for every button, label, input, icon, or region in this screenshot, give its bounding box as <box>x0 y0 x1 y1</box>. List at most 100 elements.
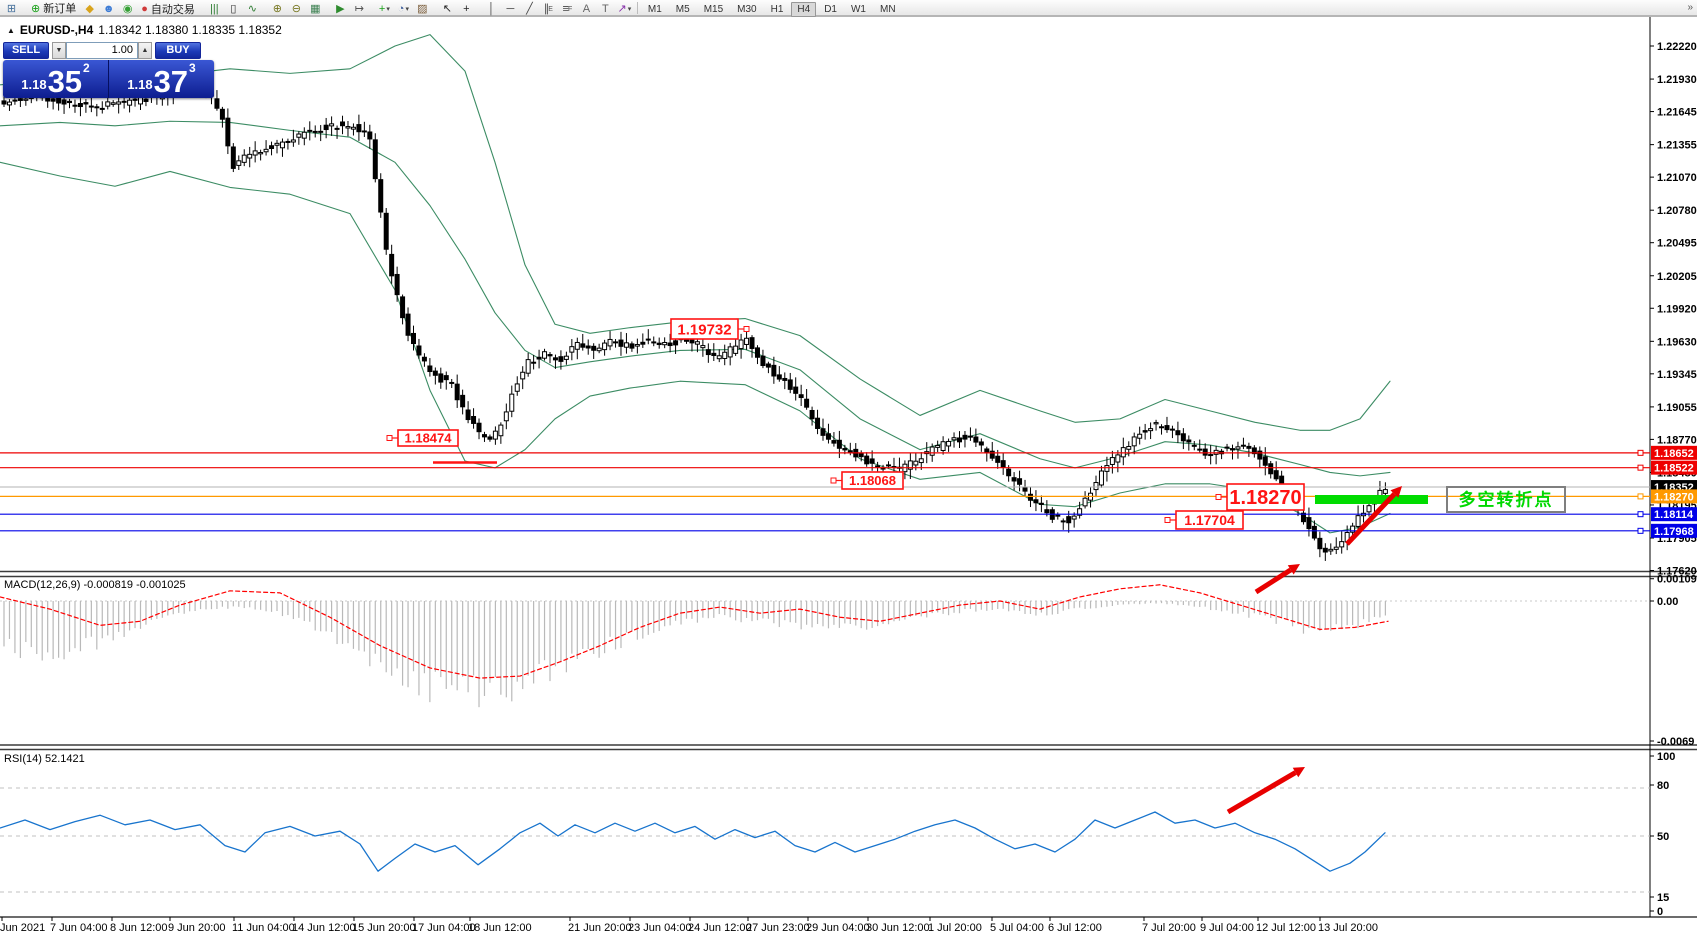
level-anchor <box>1637 449 1644 456</box>
chart-symbol-icon: ▲ <box>7 25 15 35</box>
auto-scroll-icon[interactable]: ▶ <box>332 2 349 16</box>
arrows-icon-dropdown[interactable]: ▾ <box>627 5 632 13</box>
candlestick-mode-icon: ▯ <box>230 2 237 15</box>
text-icon: A <box>582 2 591 15</box>
time-axis-label: 5 Jul 04:00 <box>990 922 1044 934</box>
horizontal-line-icon: ─ <box>506 2 515 15</box>
rsi-axis-label: 0 <box>1657 906 1663 918</box>
periods-icon-dropdown[interactable]: ▾ <box>405 5 409 13</box>
macd-axis-label: 0.00 <box>1657 596 1678 608</box>
lot-size-field[interactable]: 1.00 <box>66 41 138 59</box>
buy-button[interactable]: BUY <box>155 41 201 59</box>
bollinger-lower-band <box>0 161 1391 534</box>
time-axis-label: 6 Jul 12:00 <box>1048 922 1102 934</box>
zoom-in-icon: ⊕ <box>272 2 282 15</box>
price-axis-label: 1.21645 <box>1657 107 1697 119</box>
cursor-icon[interactable]: ↖ <box>439 2 456 16</box>
periods-icon[interactable]: ◔ ▾ <box>395 2 412 16</box>
price-tag-object[interactable]: 1.17704 <box>1164 510 1244 530</box>
price-tag-object[interactable]: 1.19732 <box>670 318 750 340</box>
price-axis-label: 1.20205 <box>1657 271 1697 283</box>
lot-decrease-button[interactable]: ▼ <box>52 41 66 59</box>
candlestick-mode-icon[interactable]: ▯ <box>225 2 242 16</box>
mql-market-icon[interactable]: ◆ <box>81 2 98 16</box>
line-chart-mode-icon: ∿ <box>247 2 257 15</box>
price-tag-object[interactable]: 1.18270 <box>1215 483 1305 511</box>
crosshair-icon[interactable]: + <box>458 2 475 16</box>
trend-arrow[interactable] <box>1226 767 1305 815</box>
price-tag-text: 1.19732 <box>677 321 731 338</box>
macd-axis-label: 0.001097 <box>1657 574 1697 586</box>
lot-increase-button[interactable]: ▲ <box>138 41 152 59</box>
trendline-icon[interactable]: ╱ <box>521 2 538 16</box>
price-axis-label: 1.19055 <box>1657 402 1697 414</box>
pivot-label-box[interactable]: 多空转折点 <box>1446 486 1566 513</box>
zoom-out-icon[interactable]: ⊖ <box>288 2 305 16</box>
level-anchor <box>1637 527 1644 534</box>
new-order-button[interactable]: ⊕ 新订单 <box>27 1 80 16</box>
rsi-axis-label: 50 <box>1657 831 1669 843</box>
macd-indicator-label: MACD(12,26,9) -0.000819 -0.001025 <box>4 579 186 591</box>
channel-icon: ∥ <box>543 2 550 15</box>
autotrading-button[interactable]: ● 自动交易 <box>137 2 199 16</box>
price-tag-label: 1.18114 <box>1654 509 1694 521</box>
time-axis-label: 9 Jul 04:00 <box>1200 922 1254 934</box>
price-tag-text: 1.17704 <box>1184 512 1235 528</box>
sell-button[interactable]: SELL <box>3 41 49 59</box>
price-axis-label: 1.19345 <box>1657 369 1697 381</box>
signals-icon[interactable]: ◉ <box>119 2 136 16</box>
fibonacci-icon[interactable]: ≡ F <box>559 2 576 16</box>
rsi-line <box>0 811 1386 872</box>
horizontal-line-icon[interactable]: ─ <box>502 2 519 16</box>
text-label-icon[interactable]: T <box>597 2 614 16</box>
timeframe-h1[interactable]: H1 <box>770 3 784 15</box>
bar-chart-mode-icon: ||| <box>210 2 219 15</box>
tile-windows-icon[interactable]: ▦ <box>307 2 324 16</box>
timeframe-h4[interactable]: H4 <box>791 1 817 17</box>
timeframe-m5[interactable]: M5 <box>675 3 690 15</box>
pivot-highlight-bar[interactable] <box>1315 495 1428 504</box>
zoom-in-icon[interactable]: ⊕ <box>269 2 286 16</box>
price-tag-text: 1.18068 <box>849 473 896 488</box>
price-tag-label: 1.18652 <box>1654 448 1694 460</box>
price-tag-label: 1.18270 <box>1654 491 1694 503</box>
price-tag-1.18522 <box>1651 460 1697 475</box>
toolbar-icons: ⊞ ⊕ 新订单 ◆ ☻ ◉ ● 自动交易 ||| ▯ ∿ ⊕ ⊖ ▦ ▶ ↦ + ▾ ◔ ▾ ▨ ↖ + │ ─ ╱ ∥ E ≡ F A T ↗… <box>2 0 634 17</box>
one-click-trading-panel: SELL ▼ 1.00 ▲ BUY 1.18 35 2 1.18 37 3 <box>3 41 214 98</box>
toolbar-overflow-icon[interactable]: » <box>1687 2 1693 13</box>
timeframe-m15[interactable]: M15 <box>703 3 724 15</box>
trend-arrow[interactable] <box>1254 564 1300 595</box>
bar-chart-mode-icon[interactable]: ||| <box>206 2 223 16</box>
new-chart-icon[interactable]: ⊞ <box>3 2 20 16</box>
indicators-icon-dropdown[interactable]: ▾ <box>386 5 390 13</box>
time-axis-label: 29 Jun 04:00 <box>806 922 870 934</box>
price-tag-object[interactable]: 1.18068 <box>830 471 904 490</box>
crosshair-icon: + <box>463 2 470 15</box>
text-icon[interactable]: A <box>578 2 595 16</box>
vertical-line-icon[interactable]: │ <box>483 2 500 16</box>
toolbar: ⊞ ⊕ 新订单 ◆ ☻ ◉ ● 自动交易 ||| ▯ ∿ ⊕ ⊖ ▦ ▶ ↦ + ▾ ◔ ▾ ▨ ↖ + │ ─ ╱ ∥ E ≡ F A T ↗… <box>0 0 1697 17</box>
timeframe-d1[interactable]: D1 <box>824 3 837 15</box>
channel-icon[interactable]: ∥ E <box>540 2 557 16</box>
price-axis-label: 1.19630 <box>1657 336 1697 348</box>
arrows-icon[interactable]: ↗ ▾ <box>616 2 633 16</box>
chart-shift-icon[interactable]: ↦ <box>351 2 368 16</box>
community-icon[interactable]: ☻ <box>100 2 117 16</box>
sell-price-display[interactable]: 1.18 35 2 <box>3 60 109 98</box>
indicators-icon[interactable]: + ▾ <box>376 2 393 16</box>
time-axis-label: 30 Jun 12:00 <box>866 922 930 934</box>
trend-arrow[interactable] <box>1345 486 1402 546</box>
timeframe-mn[interactable]: MN <box>879 3 896 15</box>
timeframe-w1[interactable]: W1 <box>850 3 866 15</box>
timeframe-m30[interactable]: M30 <box>737 3 757 15</box>
time-axis-label: 14 Jun 12:00 <box>292 922 356 934</box>
templates-icon[interactable]: ▨ <box>414 2 431 16</box>
time-axis-label: 7 Jul 20:00 <box>1142 922 1196 934</box>
chart-ohlc-values: 1.18342 1.18380 1.18335 1.18352 <box>98 23 282 37</box>
buy-price-display[interactable]: 1.18 37 3 <box>109 60 214 98</box>
line-chart-mode-icon[interactable]: ∿ <box>244 2 261 16</box>
price-tag-object[interactable]: 1.18474 <box>386 429 459 447</box>
timeframe-m1[interactable]: M1 <box>647 3 662 15</box>
time-axis-label: 17 Jun 04:00 <box>412 922 476 934</box>
